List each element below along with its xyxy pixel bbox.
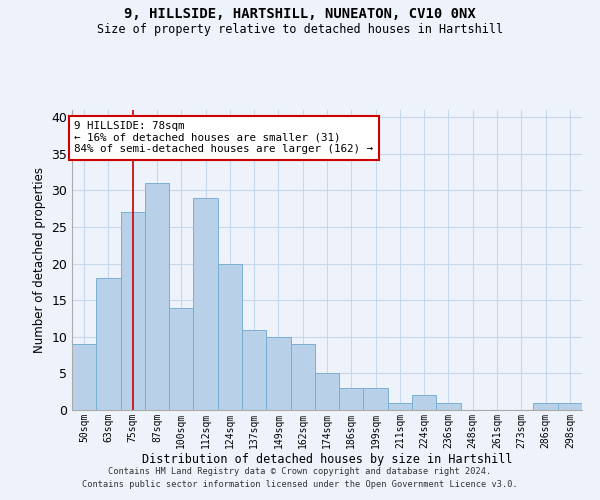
Bar [145,183,169,410]
Bar [266,337,290,410]
Bar [436,402,461,410]
Text: Contains public sector information licensed under the Open Government Licence v3: Contains public sector information licen… [82,480,518,489]
Bar [242,330,266,410]
Bar [558,402,582,410]
Bar [339,388,364,410]
Text: 9, HILLSIDE, HARTSHILL, NUNEATON, CV10 0NX: 9, HILLSIDE, HARTSHILL, NUNEATON, CV10 0… [124,8,476,22]
Text: Contains HM Land Registry data © Crown copyright and database right 2024.: Contains HM Land Registry data © Crown c… [109,467,491,476]
Bar [290,344,315,410]
Text: Distribution of detached houses by size in Hartshill: Distribution of detached houses by size … [142,452,512,466]
Bar [121,212,145,410]
Bar [96,278,121,410]
Bar [169,308,193,410]
Text: Size of property relative to detached houses in Hartshill: Size of property relative to detached ho… [97,22,503,36]
Y-axis label: Number of detached properties: Number of detached properties [33,167,46,353]
Bar [388,402,412,410]
Bar [193,198,218,410]
Bar [218,264,242,410]
Bar [315,374,339,410]
Bar [72,344,96,410]
Text: 9 HILLSIDE: 78sqm
← 16% of detached houses are smaller (31)
84% of semi-detached: 9 HILLSIDE: 78sqm ← 16% of detached hous… [74,121,373,154]
Bar [412,396,436,410]
Bar [364,388,388,410]
Bar [533,402,558,410]
